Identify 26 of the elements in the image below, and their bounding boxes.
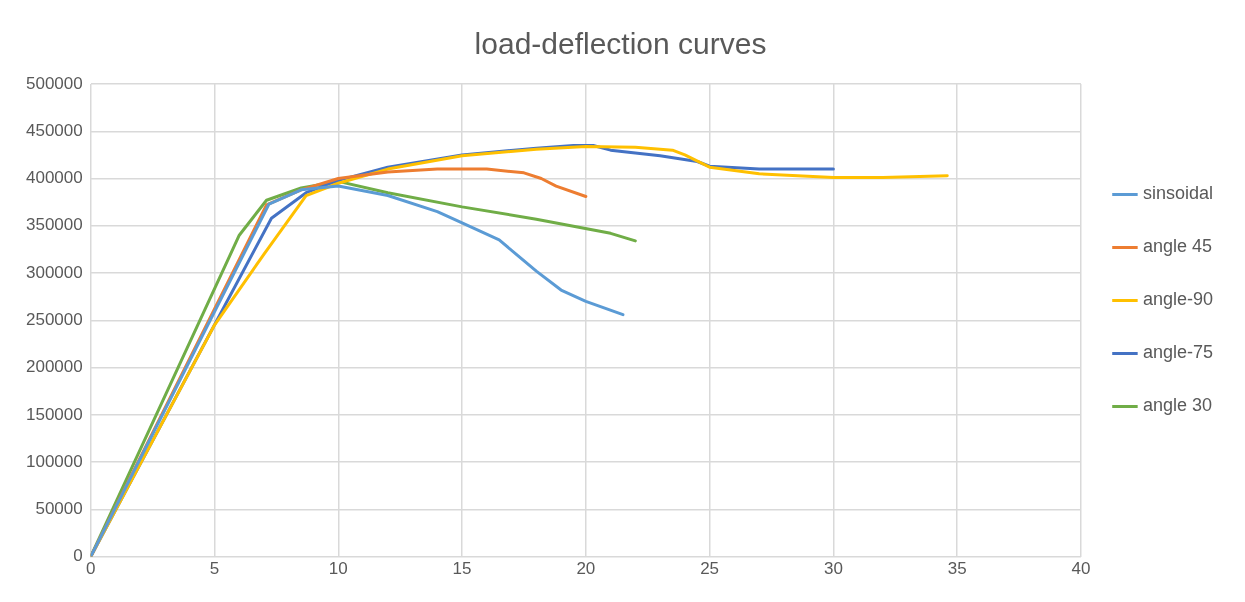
y-tick-label: 350000 [25, 215, 83, 235]
x-tick-label: 25 [700, 559, 720, 579]
x-tick-label: 40 [1071, 559, 1091, 579]
y-tick-label: 150000 [25, 404, 83, 424]
x-tick-label: 15 [452, 559, 472, 579]
legend-label: sinsoidal [1142, 183, 1213, 204]
y-tick-label: 100000 [25, 451, 83, 471]
y-tick-label: 200000 [25, 357, 83, 377]
y-tick-label: 0 [73, 546, 83, 566]
y-tick-label: 50000 [35, 499, 83, 519]
y-tick-label: 400000 [25, 168, 83, 188]
x-tick-label: 5 [209, 559, 220, 579]
x-tick-label: 20 [576, 559, 596, 579]
y-tick-label: 250000 [25, 309, 83, 329]
x-tick-label: 35 [947, 559, 967, 579]
chart-title: load-deflection curves [474, 27, 767, 61]
x-tick-label: 10 [328, 559, 348, 579]
x-tick-label: 30 [823, 559, 843, 579]
y-tick-label: 450000 [25, 120, 83, 140]
legend-label: angle 45 [1142, 236, 1213, 257]
y-tick-label: 500000 [25, 73, 83, 93]
legend-label: angle-90 [1142, 289, 1213, 310]
legend-label: angle-75 [1142, 342, 1213, 363]
legend-label: angle 30 [1142, 395, 1213, 416]
x-tick-label: 0 [85, 559, 96, 579]
y-tick-label: 300000 [25, 262, 83, 282]
